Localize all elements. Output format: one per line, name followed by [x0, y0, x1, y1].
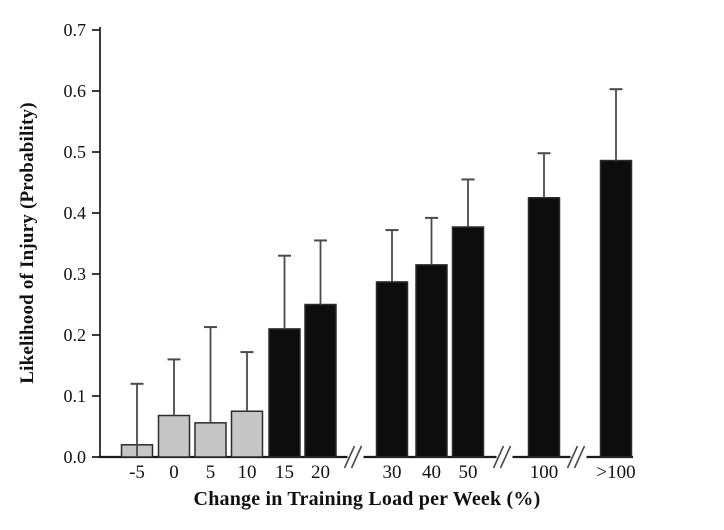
y-tick-label: 0.3 [64, 264, 87, 284]
bar-40 [415, 264, 448, 458]
x-axis-title: Change in Training Load per Week (%) [193, 488, 541, 510]
x-tick-label: >100 [596, 462, 635, 483]
bar-10 [230, 410, 264, 458]
y-tick-label: 0.2 [64, 325, 87, 345]
bar-20 [304, 303, 337, 458]
x-tick-label: 20 [311, 462, 330, 483]
y-tick-label: 0.1 [64, 386, 87, 406]
bar-0 [157, 414, 191, 458]
x-tick-label: 40 [422, 462, 441, 483]
x-tick-label: 15 [275, 462, 294, 483]
axis-break-icon [573, 445, 586, 469]
y-tick-label: 0.7 [64, 20, 87, 40]
x-tick-label: 30 [383, 462, 402, 483]
x-tick-label: 0 [169, 462, 179, 483]
y-tick-label: 0.5 [64, 142, 87, 162]
bar-30 [375, 281, 409, 458]
x-tick-label: 5 [206, 462, 216, 483]
x-tick-label: 100 [530, 462, 559, 483]
axis-break-icon [566, 445, 579, 469]
y-axis-title: Likelihood of Injury (Probability) [17, 102, 38, 384]
x-tick-label: 10 [238, 462, 257, 483]
axis-break-icon [499, 445, 512, 469]
axis-break-gap [570, 453, 587, 461]
axis-break-icon [343, 445, 356, 469]
y-tick-label: 0.4 [64, 203, 87, 223]
bar-5 [194, 422, 227, 458]
bar-50 [451, 226, 485, 458]
axis-break-icon [350, 445, 363, 469]
axis-break-gap [347, 453, 364, 461]
bar-15 [268, 328, 301, 458]
x-tick-label: -5 [129, 462, 145, 483]
axis-break-gap [496, 453, 513, 461]
axis-break-icon [492, 445, 505, 469]
y-tick-label: 0.0 [64, 447, 87, 467]
bar-100 [527, 197, 561, 458]
x-tick-label: 50 [459, 462, 478, 483]
bar->100 [599, 159, 633, 458]
y-tick-label: 0.6 [64, 81, 87, 101]
